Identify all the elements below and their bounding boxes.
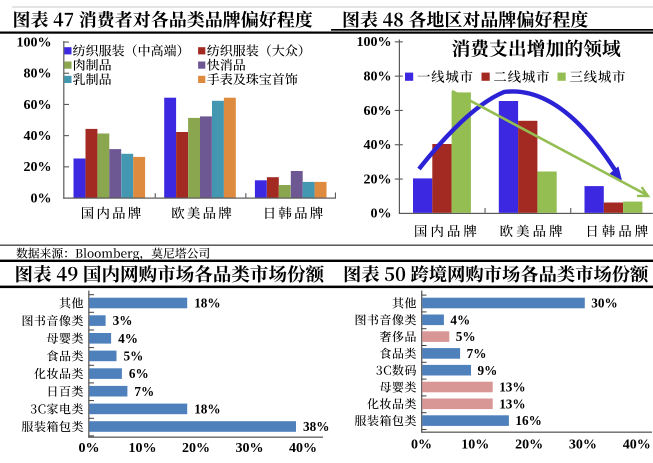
svg-text:13%: 13% xyxy=(499,396,525,411)
svg-text:100%: 100% xyxy=(357,35,392,50)
svg-text:3%: 3% xyxy=(113,313,133,328)
svg-text:7%: 7% xyxy=(467,346,487,361)
svg-text:7%: 7% xyxy=(134,384,154,399)
svg-text:40%: 40% xyxy=(364,138,392,153)
svg-text:4%: 4% xyxy=(118,331,138,346)
svg-text:10%: 10% xyxy=(129,441,157,456)
svg-text:16%: 16% xyxy=(515,413,541,428)
svg-text:5%: 5% xyxy=(456,329,476,344)
svg-text:13%: 13% xyxy=(499,380,525,395)
svg-text:38%: 38% xyxy=(303,419,329,434)
svg-text:20%: 20% xyxy=(182,441,210,456)
svg-text:60%: 60% xyxy=(364,104,392,119)
svg-text:20%: 20% xyxy=(24,160,52,175)
svg-text:80%: 80% xyxy=(364,70,392,85)
svg-text:30%: 30% xyxy=(236,441,264,456)
svg-text:40%: 40% xyxy=(623,437,651,452)
svg-text:4%: 4% xyxy=(450,312,470,327)
svg-text:0%: 0% xyxy=(31,191,52,206)
svg-text:30%: 30% xyxy=(569,437,597,452)
svg-text:6%: 6% xyxy=(129,366,149,381)
svg-text:60%: 60% xyxy=(24,98,52,113)
svg-text:5%: 5% xyxy=(124,349,144,364)
svg-text:40%: 40% xyxy=(24,129,52,144)
svg-text:0%: 0% xyxy=(411,437,432,452)
svg-text:80%: 80% xyxy=(24,67,52,82)
svg-text:0%: 0% xyxy=(79,441,100,456)
svg-text:20%: 20% xyxy=(364,172,392,187)
svg-text:0%: 0% xyxy=(371,207,392,222)
svg-text:30%: 30% xyxy=(591,296,617,311)
svg-text:20%: 20% xyxy=(515,437,543,452)
svg-text:18%: 18% xyxy=(194,296,220,311)
svg-text:40%: 40% xyxy=(289,441,317,456)
svg-text:9%: 9% xyxy=(478,363,498,378)
svg-text:10%: 10% xyxy=(461,437,489,452)
svg-text:100%: 100% xyxy=(17,35,52,50)
svg-text:18%: 18% xyxy=(194,402,220,417)
